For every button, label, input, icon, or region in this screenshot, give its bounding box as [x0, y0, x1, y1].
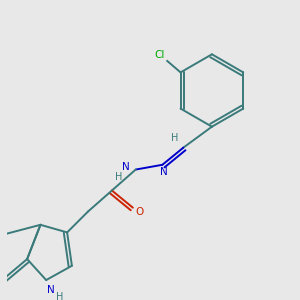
Text: H: H — [56, 292, 63, 300]
Text: N: N — [122, 162, 130, 172]
Text: N: N — [160, 167, 168, 177]
Text: H: H — [171, 133, 178, 143]
Text: N: N — [47, 285, 55, 295]
Text: O: O — [135, 207, 144, 218]
Text: Cl: Cl — [154, 50, 165, 60]
Text: H: H — [115, 172, 122, 182]
